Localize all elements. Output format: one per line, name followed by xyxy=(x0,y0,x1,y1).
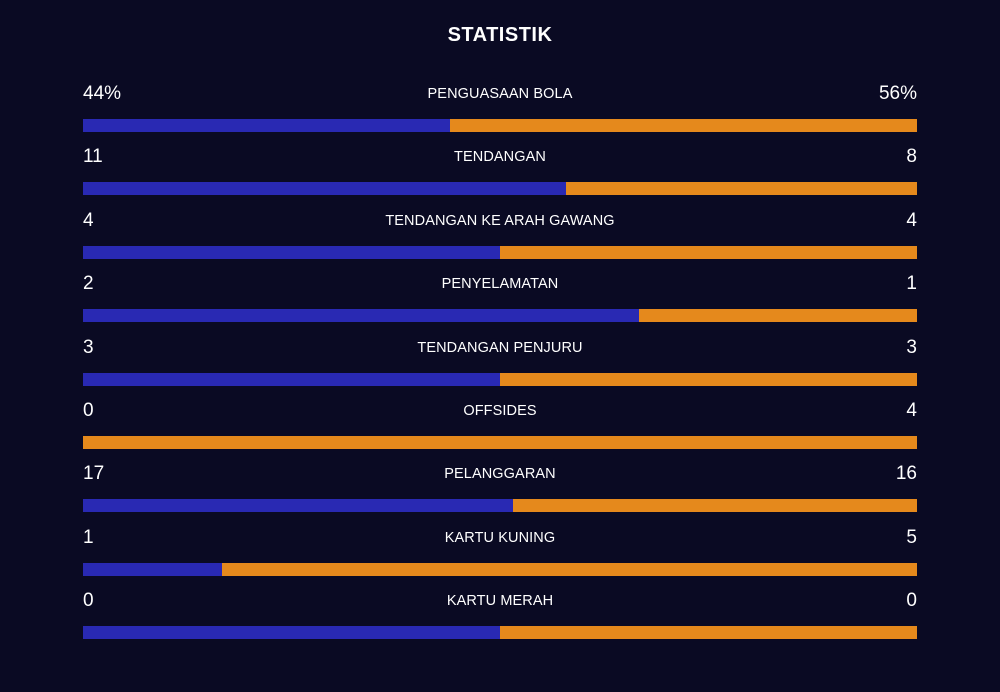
stat-row: 1 KARTU KUNING 5 xyxy=(83,524,917,587)
home-bar-segment xyxy=(83,245,500,259)
stat-bar xyxy=(83,562,917,576)
home-value: 2 xyxy=(83,273,94,295)
stat-label: PENYELAMATAN xyxy=(441,276,559,293)
stat-labels: 1 KARTU KUNING 5 xyxy=(83,524,917,554)
away-value: 4 xyxy=(906,209,917,231)
stat-row: 44% PENGUASAAN BOLA 56% xyxy=(83,80,917,143)
away-bar-segment xyxy=(500,372,917,386)
stat-bar xyxy=(83,499,917,513)
home-bar-segment xyxy=(83,182,566,196)
stats-list: 44% PENGUASAAN BOLA 56% 11 TENDANGAN 8 4 TENDAN… xyxy=(83,80,917,651)
stat-labels: 0 OFFSIDES 4 xyxy=(83,397,917,427)
away-bar-segment xyxy=(449,119,917,132)
stat-labels: 11 TENDANGAN 8 xyxy=(83,143,917,173)
stat-row: 3 TENDANGAN PENJURU 3 xyxy=(83,334,917,397)
stat-labels: 3 TENDANGAN PENJURU 3 xyxy=(83,334,917,364)
away-value: 0 xyxy=(906,590,917,612)
stat-labels: 17 PELANGGARAN 16 xyxy=(83,460,917,490)
stat-bar xyxy=(83,372,917,386)
home-value: 4 xyxy=(83,209,94,231)
stat-row: 0 KARTU MERAH 0 xyxy=(83,587,917,650)
stat-label: TENDANGAN PENJURU xyxy=(417,339,583,356)
stat-labels: 0 KARTU MERAH 0 xyxy=(83,587,917,617)
home-bar-segment xyxy=(83,562,223,576)
home-bar-segment xyxy=(83,499,513,513)
stat-row: 2 PENYELAMATAN 1 xyxy=(83,270,917,333)
home-value: 3 xyxy=(83,336,94,358)
stat-bar xyxy=(83,626,917,640)
away-bar-segment xyxy=(83,435,917,449)
stat-row: 17 PELANGGARAN 16 xyxy=(83,460,917,523)
stat-labels: 44% PENGUASAAN BOLA 56% xyxy=(83,80,917,110)
stat-bar xyxy=(83,245,917,259)
home-value: 44% xyxy=(83,83,122,104)
home-bar-segment xyxy=(83,372,500,386)
home-value: 0 xyxy=(83,590,94,612)
home-value: 17 xyxy=(83,463,105,485)
stat-bar xyxy=(83,309,917,323)
away-bar-segment xyxy=(500,245,917,259)
stat-bar xyxy=(83,182,917,196)
away-bar-segment xyxy=(565,182,917,196)
home-value: 0 xyxy=(83,399,94,421)
away-value: 4 xyxy=(906,399,917,421)
away-value: 56% xyxy=(878,83,917,104)
home-value: 1 xyxy=(83,526,94,548)
home-value: 11 xyxy=(83,146,103,168)
away-value: 16 xyxy=(895,463,917,485)
stat-label: TENDANGAN KE ARAH GAWANG xyxy=(385,212,615,229)
stat-row: 11 TENDANGAN 8 xyxy=(83,143,917,206)
away-value: 1 xyxy=(906,273,917,295)
stat-labels: 4 TENDANGAN KE ARAH GAWANG 4 xyxy=(83,207,917,237)
away-value: 3 xyxy=(906,336,917,358)
stat-row: 0 OFFSIDES 4 xyxy=(83,397,917,460)
home-bar-segment xyxy=(83,626,500,640)
stat-row: 4 TENDANGAN KE ARAH GAWANG 4 xyxy=(83,207,917,270)
away-value: 8 xyxy=(906,146,917,168)
home-bar-segment xyxy=(83,309,640,323)
away-bar-segment xyxy=(639,309,917,323)
stat-label: KARTU MERAH xyxy=(446,593,554,610)
away-bar-segment xyxy=(512,499,917,513)
away-bar-segment xyxy=(500,626,917,640)
stat-label: OFFSIDES xyxy=(463,402,537,419)
stat-bar xyxy=(83,435,917,449)
stat-label: KARTU KUNING xyxy=(444,529,556,546)
home-bar-segment xyxy=(83,119,450,132)
stat-label: PENGUASAAN BOLA xyxy=(427,86,573,102)
stat-label: PELANGGARAN xyxy=(444,466,556,483)
away-value: 5 xyxy=(906,526,917,548)
stat-labels: 2 PENYELAMATAN 1 xyxy=(83,270,917,300)
away-bar-segment xyxy=(222,562,917,576)
stat-bar xyxy=(83,119,917,132)
page-title: STATISTIK xyxy=(447,24,553,46)
stat-label: TENDANGAN xyxy=(454,149,546,166)
